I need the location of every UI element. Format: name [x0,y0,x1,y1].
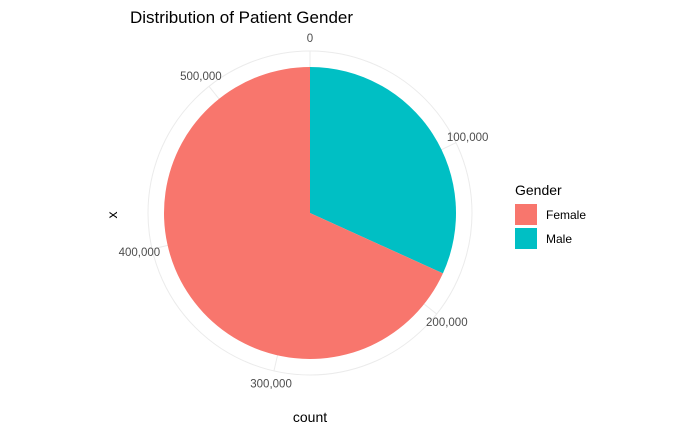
tick-label: 500,000 [180,71,222,83]
pie-slice-female [163,67,443,359]
slices [163,67,456,359]
axis-ticks: 0 100,000 200,000 300,000 400,000 500,000 [119,33,489,391]
legend-key-female [515,204,537,225]
legend-title: Gender [515,182,562,198]
chart-title: Distribution of Patient Gender [130,8,353,27]
legend-label-male: Male [546,232,572,246]
legend: Gender Female Male [515,182,586,249]
legend-key-male [515,228,537,249]
tick-label: 400,000 [119,247,161,259]
legend-label-female: Female [546,208,586,222]
tick-label: 200,000 [426,317,468,329]
y-axis-title: x [104,212,120,219]
tick-label: 100,000 [447,132,489,144]
tick-label: 0 [307,33,313,45]
pie-slice-male [310,67,456,274]
x-axis-title: count [293,409,327,425]
tick-label: 300,000 [250,379,292,391]
